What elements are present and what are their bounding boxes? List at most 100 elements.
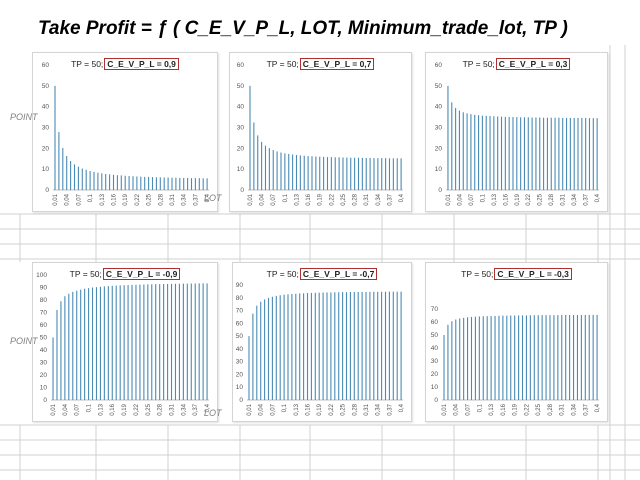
page-title: Take Profit = ƒ ( C_E_V_P_L, LOT, Minimu…	[38, 18, 568, 39]
bar-chart: 0 10 20 30 40 50 60 0,01 0,04 0,07 0,1 0,13 0,16 0,19…	[42, 62, 211, 206]
bar	[334, 292, 336, 400]
x-tick-label: 0,04	[260, 193, 266, 205]
x-tick-label: 0,25	[147, 193, 153, 205]
x-tick-label: 0,28	[158, 403, 164, 415]
chart-title-cevpl: C_E_V_P_L = 0,9	[104, 58, 179, 70]
x-tick-label: 0,01	[51, 403, 57, 415]
chart-panel-cevpl-0-7[interactable]: TP = 50; C_E_V_P_L = 0,7 0 10 20 30 40 50 60 0,0…	[229, 52, 412, 212]
y-tick-label: 10	[435, 166, 443, 173]
bar	[206, 178, 208, 190]
x-tick-label: 0,28	[549, 193, 555, 205]
bar	[139, 284, 141, 400]
x-tick-label: 0,19	[317, 403, 323, 415]
bar	[132, 176, 134, 190]
chart-title-tp: TP = 50;	[71, 59, 104, 69]
bar	[486, 316, 488, 400]
bar	[155, 284, 157, 401]
bar	[80, 289, 82, 401]
y-tick-label: 30	[236, 359, 244, 366]
bar	[458, 110, 460, 191]
y-tick-label: 50	[435, 83, 443, 90]
bar	[68, 293, 70, 400]
x-tick-label: 0,4	[595, 193, 601, 202]
y-tick-label: 70	[236, 308, 244, 315]
x-axis-label-bottom: LOT	[204, 408, 222, 418]
bar	[306, 293, 309, 400]
bar	[493, 116, 495, 190]
bar	[478, 316, 480, 400]
y-tick-label: 60	[237, 62, 245, 69]
bar	[178, 283, 180, 400]
x-tick-label: 0,07	[270, 403, 276, 415]
bar	[72, 291, 74, 401]
x-tick-label: 0,31	[560, 403, 566, 415]
bar	[510, 315, 512, 400]
bar	[562, 117, 564, 190]
bar	[183, 177, 185, 190]
bar	[545, 315, 547, 400]
chart-panel-cevpl-0-9[interactable]: TP = 50; C_E_V_P_L = 0,9 0 10 20 30 40 50 60 0,0…	[32, 52, 218, 212]
x-tick-label: 0,16	[110, 403, 116, 415]
bar	[576, 314, 579, 400]
bar	[54, 85, 56, 190]
chart-panel-cevpl-neg-0-7[interactable]: TP = 50; C_E_V_P_L = -0,7 0 10 20 30 40 50 60 70…	[232, 262, 412, 422]
bar	[101, 173, 103, 190]
chart-title: TP = 50; C_E_V_P_L = -0,9	[33, 268, 217, 280]
bar	[85, 169, 87, 190]
bar	[365, 157, 367, 190]
bar	[596, 118, 598, 191]
bar	[136, 176, 138, 190]
bar	[91, 287, 94, 400]
bar	[88, 288, 90, 401]
bar	[377, 158, 379, 191]
bar	[581, 117, 583, 190]
bar	[357, 157, 360, 190]
x-tick-label: 0,04	[63, 403, 69, 415]
bar	[494, 315, 496, 400]
bar	[279, 295, 281, 400]
y-tick-label: 40	[435, 104, 443, 111]
x-tick-label: 0,22	[329, 403, 335, 415]
chart-title-tp: TP = 50;	[461, 269, 494, 279]
y-tick-label: 20	[236, 371, 244, 378]
x-tick-label: 0,13	[98, 403, 104, 415]
x-tick-label: 0,22	[134, 403, 140, 415]
x-tick-label: 0,31	[561, 193, 567, 205]
bar	[271, 296, 273, 400]
bar	[303, 293, 305, 400]
x-tick-label: 0,34	[572, 193, 578, 205]
y-tick-label: 0	[43, 397, 47, 404]
y-tick-label: 0	[239, 397, 243, 404]
chart-title-tp: TP = 50;	[462, 59, 495, 69]
x-tick-label: 0,25	[146, 403, 152, 415]
x-tick-label: 0,37	[584, 193, 590, 205]
y-tick-label: 50	[40, 335, 48, 342]
bar	[295, 293, 297, 400]
bar	[585, 117, 587, 190]
bar	[318, 292, 320, 400]
bar	[261, 141, 263, 191]
bar	[533, 315, 535, 400]
chart-title: TP = 50; C_E_V_P_L = 0,3	[426, 58, 607, 70]
bar	[128, 176, 130, 190]
y-tick-label: 10	[431, 384, 439, 391]
y-tick-label: 60	[42, 62, 50, 69]
bar	[186, 283, 188, 400]
x-tick-label: 0,04	[65, 193, 71, 205]
chart-panel-cevpl-neg-0-3[interactable]: TP = 50; C_E_V_P_L = -0,3 0 10 20 30 40 50 60 70…	[425, 262, 608, 422]
bar-chart: 0 10 20 30 40 50 60 70 80 90 100 0,01 0,04 0,07 0,1 0,1…	[36, 272, 211, 416]
x-tick-label: 0,37	[193, 403, 199, 415]
x-tick-label: 0,16	[111, 193, 117, 205]
y-tick-label: 30	[42, 125, 50, 132]
x-tick-label: 0,28	[548, 403, 554, 415]
bar	[554, 117, 556, 190]
chart-panel-cevpl-0-3[interactable]: TP = 50; C_E_V_P_L = 0,3 0 10 20 30 40 50 60 0,0…	[425, 52, 608, 212]
bar	[385, 158, 387, 191]
chart-panel-cevpl-neg-0-9[interactable]: TP = 50; C_E_V_P_L = -0,9 0 10 20 30 40 50 60 70…	[32, 262, 218, 422]
bar	[451, 321, 453, 400]
bar	[151, 177, 154, 190]
bar	[112, 174, 115, 190]
x-tick-label: 0,13	[489, 403, 495, 415]
y-tick-label: 20	[40, 372, 48, 379]
bar	[459, 318, 461, 400]
